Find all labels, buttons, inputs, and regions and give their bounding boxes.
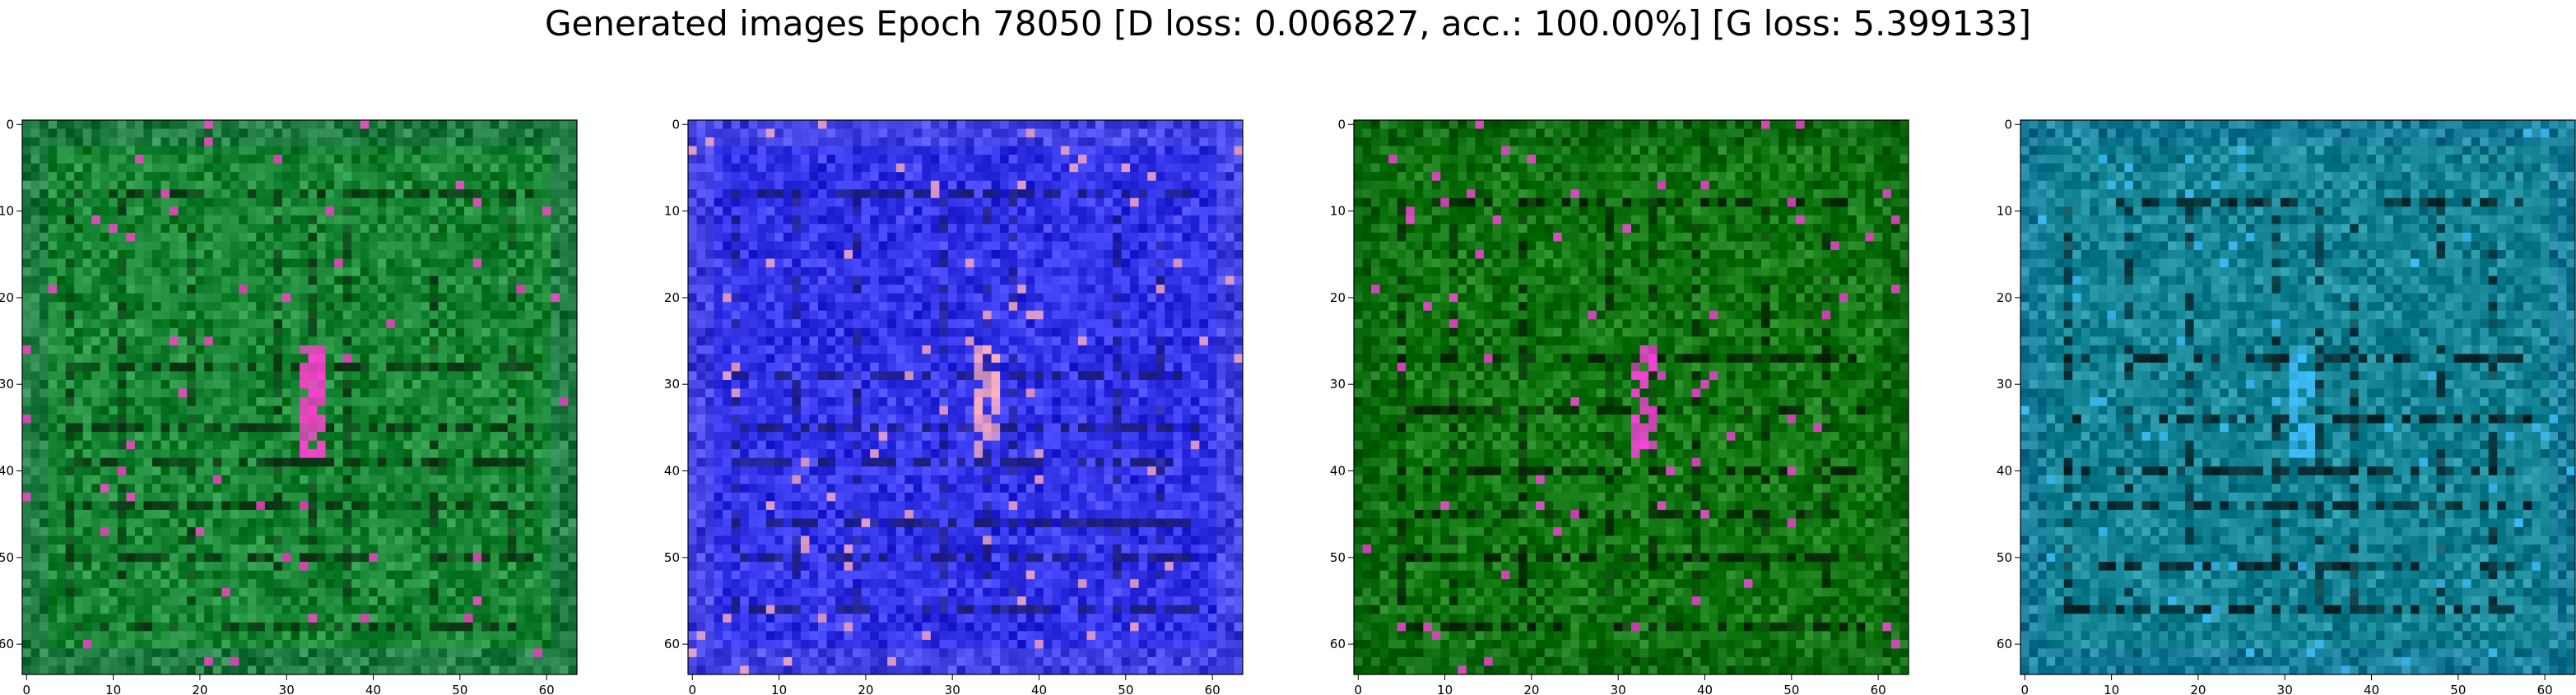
generated-image xyxy=(1354,120,1909,674)
y-tick-label: 30 xyxy=(664,377,680,392)
y-tick-label: 30 xyxy=(0,377,14,392)
y-tick-label: 30 xyxy=(1330,377,1346,392)
y-tick-label: 10 xyxy=(0,204,14,219)
x-tick-label: 60 xyxy=(539,683,555,695)
axes-frame xyxy=(21,119,578,675)
y-tick-label: 50 xyxy=(664,550,680,565)
x-tick-label: 20 xyxy=(858,683,873,695)
x-tick-label: 30 xyxy=(279,683,295,695)
x-tick-label: 40 xyxy=(1031,683,1047,695)
x-tick-label: 20 xyxy=(2190,683,2206,695)
y-tick-label: 50 xyxy=(1997,550,2012,565)
y-tick-label: 60 xyxy=(1997,637,2012,651)
x-tick-label: 60 xyxy=(1205,683,1221,695)
y-tick-label: 10 xyxy=(1997,204,2012,219)
y-tick-label: 20 xyxy=(664,290,680,305)
y-tick-label: 0 xyxy=(2004,117,2012,132)
x-tick-label: 10 xyxy=(2104,683,2119,695)
y-tick-label: 0 xyxy=(6,117,14,132)
x-tick-label: 50 xyxy=(1118,683,1133,695)
x-tick-label: 50 xyxy=(1783,683,1799,695)
y-tick-label: 20 xyxy=(0,290,14,305)
x-tick-label: 10 xyxy=(105,683,121,695)
x-tick-label: 10 xyxy=(771,683,787,695)
subplot-4: 0 10 20 30 40 50 60 0 10 20 30 40 50 60 xyxy=(1997,117,2576,695)
x-tick-label: 30 xyxy=(945,683,960,695)
x-tick-label: 0 xyxy=(688,683,696,695)
y-tick-label: 50 xyxy=(1330,550,1346,565)
y-tick-label: 40 xyxy=(1997,464,2012,479)
y-tick-label: 20 xyxy=(1997,290,2012,305)
x-tick-label: 30 xyxy=(1611,683,1626,695)
figure-title: Generated images Epoch 78050 [D loss: 0.… xyxy=(544,3,2032,44)
y-tick-label: 40 xyxy=(664,464,680,479)
subplot-3: 0 10 20 30 40 50 60 0 10 20 30 40 50 60 xyxy=(1330,117,1909,695)
x-tick-label: 40 xyxy=(1697,683,1713,695)
y-tick-label: 20 xyxy=(1330,290,1346,305)
y-tick-label: 10 xyxy=(1330,204,1346,219)
y-tick-label: 10 xyxy=(664,204,680,219)
axes-frame xyxy=(687,119,1244,675)
subplot-2: 0 10 20 30 40 50 60 0 10 20 30 40 50 60 xyxy=(664,117,1244,695)
y-tick-label: 30 xyxy=(1997,377,2012,392)
generated-image xyxy=(688,120,1243,674)
y-tick-label: 0 xyxy=(1337,117,1346,132)
x-tick-label: 20 xyxy=(192,683,207,695)
y-tick-label: 50 xyxy=(0,550,14,565)
x-tick-label: 40 xyxy=(2364,683,2379,695)
x-tick-label: 30 xyxy=(2277,683,2293,695)
x-tick-label: 60 xyxy=(1871,683,1886,695)
y-tick-label: 40 xyxy=(1330,464,1346,479)
axes-frame xyxy=(2020,119,2576,675)
x-tick-label: 0 xyxy=(2020,683,2029,695)
x-tick-label: 60 xyxy=(2537,683,2553,695)
x-tick-label: 10 xyxy=(1437,683,1453,695)
axes-frame xyxy=(1353,119,1909,675)
x-tick-label: 50 xyxy=(452,683,467,695)
y-tick-label: 60 xyxy=(1330,637,1346,651)
x-tick-label: 0 xyxy=(1354,683,1362,695)
generated-image xyxy=(22,120,577,674)
y-tick-label: 60 xyxy=(0,637,14,651)
y-tick-label: 60 xyxy=(664,637,680,651)
y-tick-label: 40 xyxy=(0,464,14,479)
generated-image xyxy=(2020,120,2575,674)
x-tick-label: 40 xyxy=(365,683,381,695)
x-tick-label: 0 xyxy=(22,683,30,695)
x-tick-label: 20 xyxy=(1523,683,1539,695)
x-tick-label: 50 xyxy=(2450,683,2466,695)
subplot-1: 0 10 20 30 40 50 60 0 10 20 30 40 50 60 xyxy=(0,117,578,695)
y-tick-label: 0 xyxy=(672,117,680,132)
